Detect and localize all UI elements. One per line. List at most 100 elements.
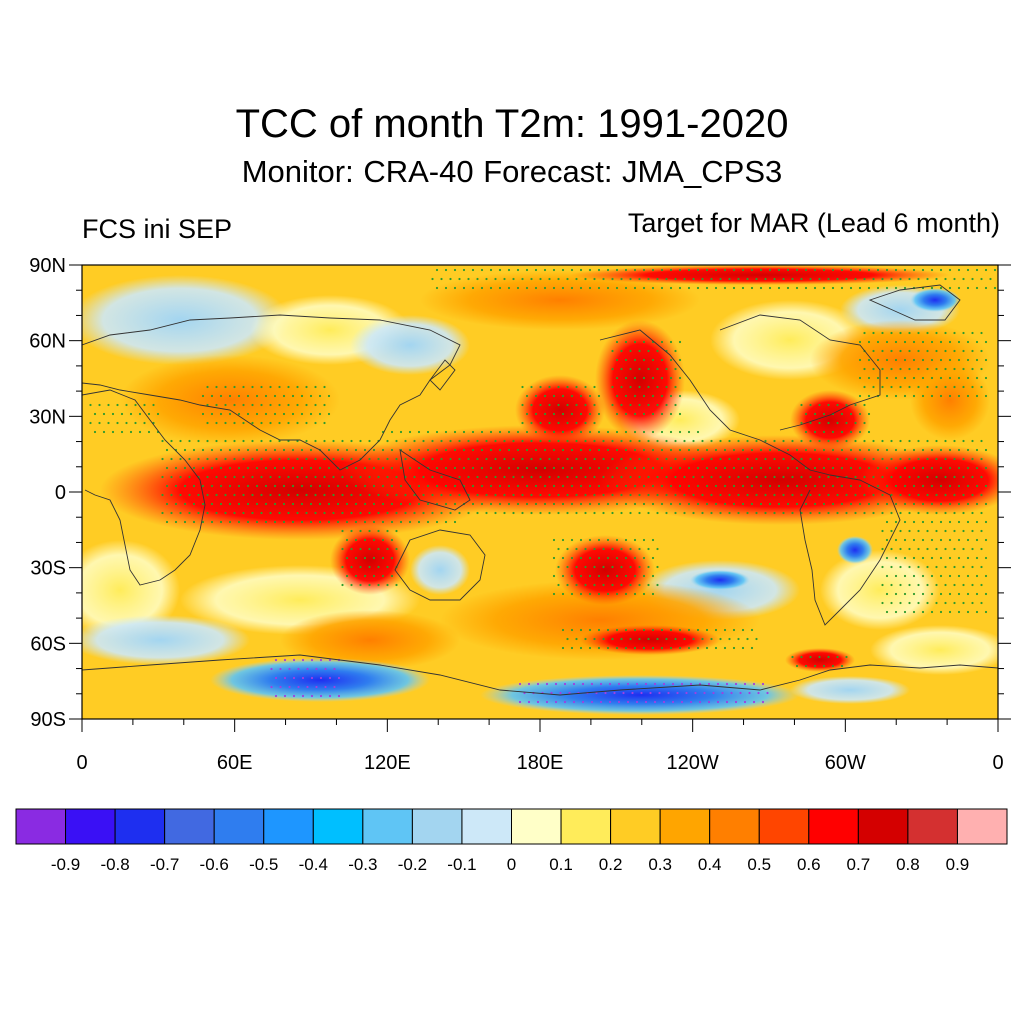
stipple-dot [611, 637, 614, 641]
stipple-dot [341, 475, 344, 479]
stipple-dot [368, 511, 371, 515]
stipple-dot [818, 457, 821, 461]
stipple-dot [635, 682, 639, 686]
stipple-dot [552, 592, 556, 596]
stipple-dot [863, 475, 866, 479]
stipple-dot [525, 430, 529, 434]
stipple-dot [350, 583, 353, 587]
stipple-dot [363, 448, 367, 452]
stipple-dot [935, 349, 938, 353]
stipple-dot [629, 583, 632, 587]
stipple-dot [881, 475, 884, 479]
stipple-dot [336, 520, 340, 524]
stipple-dot [822, 502, 826, 506]
stipple-dot [903, 268, 907, 272]
stipple-dot [701, 439, 704, 443]
stipple-dot [935, 493, 938, 497]
stipple-dot [939, 394, 943, 398]
stipple-dot [615, 448, 619, 452]
stipple-dot [386, 439, 389, 443]
stipple-dot [296, 403, 299, 407]
stipple-dot [638, 637, 641, 641]
colorbar-label: 0.4 [698, 855, 722, 874]
stipple-dot [624, 502, 628, 506]
stipple-dot [890, 493, 893, 497]
stipple-dot [759, 502, 763, 506]
stipple-dot [777, 268, 781, 272]
stipple-dot [876, 448, 880, 452]
stipple-dot [292, 676, 296, 680]
stipple-dot [530, 385, 533, 389]
stipple-dot [917, 367, 920, 371]
stipple-dot [975, 574, 979, 578]
stipple-dot [543, 448, 547, 452]
stipple-dot [296, 511, 299, 515]
stipple-dot [269, 403, 272, 407]
stipple-dot [701, 511, 704, 515]
stipple-dot [611, 439, 614, 443]
stipple-dot [885, 538, 889, 542]
stipple-dot [489, 484, 493, 488]
stipple-dot [800, 439, 803, 443]
stipple-dot [939, 484, 943, 488]
stipple-dot [912, 376, 916, 380]
stipple-dot [635, 700, 639, 704]
stipple-dot [755, 439, 758, 443]
stipple-dot [93, 412, 97, 416]
stipple-dot [233, 385, 236, 389]
stipple-dot [858, 358, 862, 362]
stipple-dot [989, 277, 992, 281]
stipple-dot [624, 286, 628, 290]
stipple-dot [251, 457, 254, 461]
stipple-dot [192, 520, 196, 524]
stipple-dot [818, 475, 821, 479]
stipple-dot [831, 502, 835, 506]
stipple-dot [710, 439, 713, 443]
colorbar-swatch [610, 808, 661, 845]
stipple-dot [721, 691, 724, 695]
stipple-dot [957, 268, 961, 272]
stipple-dot [683, 457, 686, 461]
stipple-dot [615, 268, 619, 272]
stipple-dot [800, 457, 803, 461]
stipple-dot [818, 421, 821, 425]
stipple-dot [219, 502, 223, 506]
stipple-dot [831, 664, 835, 668]
stipple-dot [881, 565, 884, 569]
stipple-dot [377, 565, 380, 569]
stipple-dot [642, 592, 646, 596]
stipple-dot [759, 466, 763, 470]
stipple-dot [872, 385, 875, 389]
stipple-dot [485, 457, 488, 461]
stipple-dot [161, 475, 164, 479]
stipple-dot [242, 421, 245, 425]
stipple-dot [840, 430, 844, 434]
stipple-dot [323, 403, 326, 407]
stipple-dot [292, 658, 296, 662]
stipple-dot [561, 592, 565, 596]
stipple-dot [251, 475, 254, 479]
stipple-dot [264, 520, 268, 524]
stipple-dot [539, 421, 542, 425]
stipple-dot [395, 457, 398, 461]
stipple-dot [611, 403, 614, 407]
stipple-dot [485, 511, 488, 515]
stipple-dot [494, 277, 497, 281]
stipple-dot [597, 574, 601, 578]
stipple-dot [773, 493, 776, 497]
stipple-dot [944, 349, 947, 353]
stipple-dot [813, 466, 817, 470]
stipple-dot [552, 574, 556, 578]
stipple-dot [723, 646, 727, 650]
stipple-dot [590, 700, 594, 704]
stipple-dot [480, 502, 484, 506]
stipple-dot [539, 457, 542, 461]
stipple-dot [948, 268, 952, 272]
stipple-dot [372, 466, 376, 470]
stipple-dot [561, 268, 565, 272]
stipple-dot [408, 430, 412, 434]
stipple-dot [692, 511, 695, 515]
stipple-dot [476, 277, 479, 281]
stipple-dot [881, 457, 884, 461]
stipple-dot [764, 493, 767, 497]
